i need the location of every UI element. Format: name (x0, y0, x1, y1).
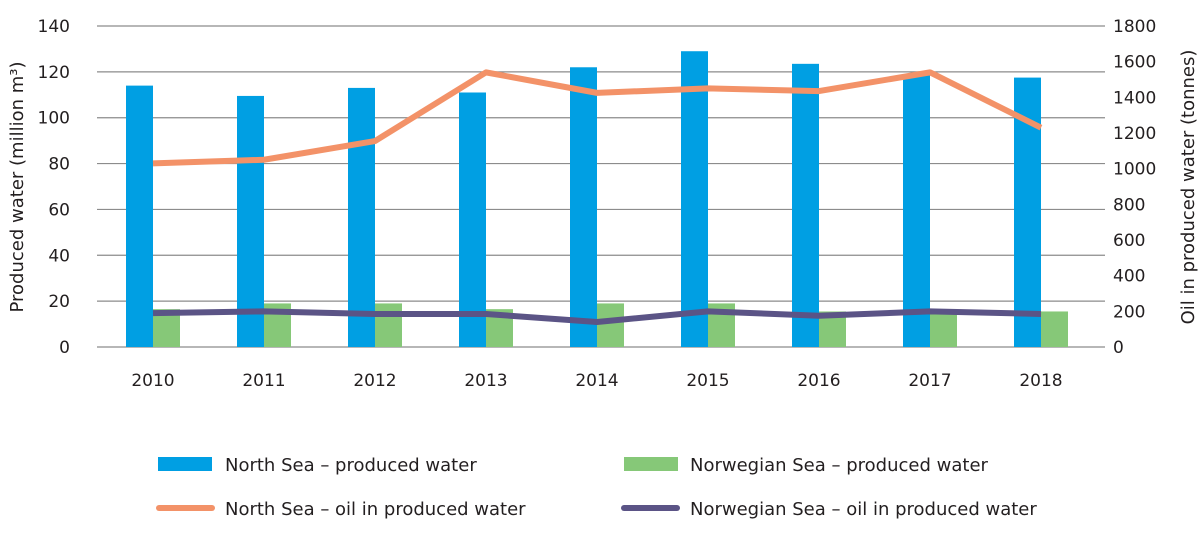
gridlines (97, 25, 1105, 348)
y-left-tick-label: 60 (48, 200, 70, 220)
y-right-tick-label: 800 (1113, 195, 1145, 215)
y-right-tick-label: 200 (1113, 302, 1145, 322)
lines (152, 69, 1043, 326)
legend-label: Norwegian Sea – oil in produced water (690, 499, 1037, 520)
x-tick-label: 2015 (686, 371, 729, 391)
legend-label: Norwegian Sea – produced water (690, 455, 989, 476)
y-left-tick-label: 20 (48, 292, 70, 312)
x-tick-label: 2012 (353, 371, 396, 391)
y-right-tick-label: 600 (1113, 231, 1145, 251)
bar-north-sea-produced-water (792, 63, 819, 347)
y-axis-right-title: Oil in produced water (tonnes) (1178, 50, 1199, 325)
y-left-tick-label: 120 (38, 63, 70, 83)
bar-north-sea-produced-water (348, 87, 375, 348)
legend-item-north-sea-produced-water: North Sea – produced water (158, 455, 477, 476)
y-left-tick-label: 0 (59, 338, 70, 358)
tick-labels: 0204060801001201400200400600800100012001… (38, 17, 1157, 391)
y-left-tick-label: 40 (48, 246, 70, 266)
legend: North Sea – produced water Norwegian Sea… (156, 455, 1037, 520)
legend-swatch-green (624, 457, 678, 471)
y-right-tick-label: 1800 (1113, 17, 1156, 37)
bar-norwegian-sea-produced-water (375, 303, 402, 347)
x-tick-label: 2018 (1019, 371, 1062, 391)
legend-label: North Sea – oil in produced water (225, 499, 526, 520)
x-tick-label: 2017 (908, 371, 951, 391)
bar-north-sea-produced-water (459, 92, 486, 347)
bar-norwegian-sea-produced-water (1041, 311, 1068, 347)
y-right-tick-label: 0 (1113, 338, 1124, 358)
x-tick-label: 2010 (131, 371, 174, 391)
bar-north-sea-produced-water (126, 85, 153, 347)
bar-norwegian-sea-produced-water (930, 311, 957, 347)
x-tick-label: 2014 (575, 371, 618, 391)
x-tick-label: 2011 (242, 371, 285, 391)
y-left-tick-label: 100 (38, 109, 70, 129)
y-right-tick-label: 1200 (1113, 124, 1156, 144)
legend-swatch-blue (158, 457, 212, 471)
bar-norwegian-sea-produced-water (597, 303, 624, 347)
x-tick-label: 2013 (464, 371, 507, 391)
y-right-tick-label: 400 (1113, 267, 1145, 287)
bar-north-sea-produced-water (237, 95, 264, 347)
bar-north-sea-produced-water (570, 67, 597, 348)
y-left-tick-label: 140 (38, 17, 70, 37)
legend-label: North Sea – produced water (225, 455, 477, 476)
y-axis-left-title: Produced water (million m³) (7, 62, 28, 313)
x-tick-label: 2016 (797, 371, 840, 391)
legend-item-norwegian-sea-oil: Norwegian Sea – oil in produced water (621, 499, 1037, 520)
bar-north-sea-produced-water (681, 51, 708, 347)
bar-north-sea-produced-water (903, 74, 930, 348)
y-right-tick-label: 1400 (1113, 88, 1156, 108)
legend-item-norwegian-sea-produced-water: Norwegian Sea – produced water (624, 455, 989, 476)
legend-item-north-sea-oil: North Sea – oil in produced water (156, 499, 526, 520)
y-right-tick-label: 1000 (1113, 160, 1156, 180)
y-left-tick-label: 80 (48, 155, 70, 175)
y-right-tick-label: 1600 (1113, 53, 1156, 73)
bars (126, 51, 1068, 348)
